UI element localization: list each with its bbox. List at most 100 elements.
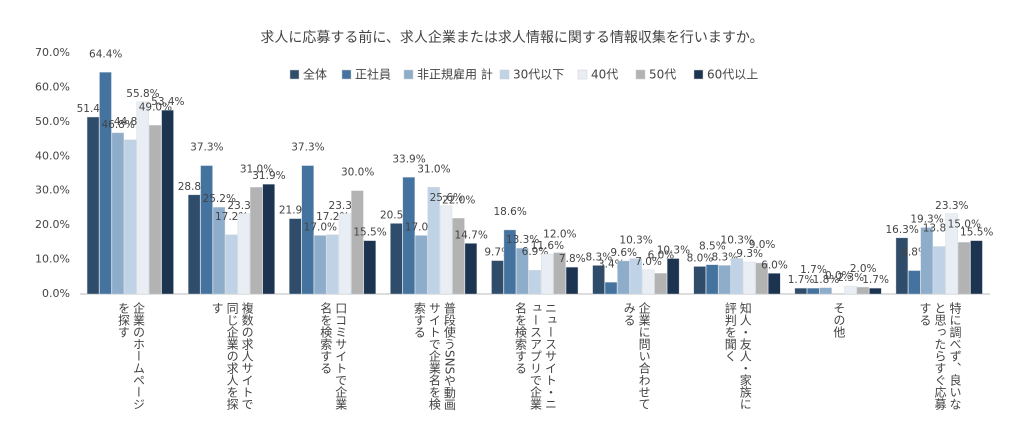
x-tick-label: ニュースサイト・ニュースアプリで企業名を検索する: [513, 302, 558, 410]
bar: [301, 165, 314, 295]
bar: [148, 125, 162, 295]
bar: [743, 261, 756, 295]
bar: [289, 218, 302, 295]
bar: [970, 240, 983, 295]
bar: [528, 270, 541, 295]
bar: [654, 273, 667, 295]
value-label: 17.0%: [304, 221, 337, 233]
value-label: 8.0%: [687, 252, 714, 264]
value-label: 2.0%: [850, 263, 877, 275]
x-tick-label: 複数の求人サイトで同じ企業の求人を探す: [210, 302, 255, 410]
y-tick-label: 30.0%: [35, 184, 70, 197]
legend-swatch: [341, 69, 352, 80]
value-label: 16.3%: [885, 224, 918, 236]
value-label: 15.5%: [960, 227, 993, 239]
bar: [86, 116, 100, 295]
value-label: 10.3%: [657, 245, 690, 257]
x-tick-label: その他: [831, 302, 846, 338]
bar: [604, 282, 618, 295]
value-label: 18.6%: [493, 206, 526, 218]
x-tick-label: 特に調べず、良いなと思ったらすぐ応募する: [917, 302, 962, 410]
legend-swatch: [403, 69, 414, 80]
bar: [553, 252, 566, 295]
bar: [503, 229, 517, 295]
bar: [415, 235, 428, 295]
bar: [262, 183, 275, 295]
bar: [755, 262, 768, 295]
value-label: 22.0%: [442, 194, 475, 206]
value-label: 13.3%: [506, 234, 539, 246]
y-tick-label: 20.0%: [35, 218, 70, 231]
x-tick-label: 知人・友人・家族に評判を聞く: [723, 302, 753, 410]
bar: [666, 258, 680, 295]
value-label: 1.7%: [800, 264, 827, 276]
value-label: 1.7%: [862, 274, 889, 286]
legend-label: 正社員: [355, 67, 391, 82]
value-label: 31.9%: [252, 170, 285, 182]
y-tick-label: 70.0%: [35, 46, 70, 59]
value-label: 31.0%: [417, 163, 450, 175]
value-label: 1.8%: [813, 274, 840, 286]
bar: [402, 177, 415, 295]
bar: [212, 207, 226, 295]
value-label: 37.3%: [291, 142, 324, 154]
bar: [768, 273, 781, 295]
value-label: 7.8%: [559, 253, 586, 265]
value-label: 30.0%: [341, 167, 374, 179]
legend-label: 30代以下: [513, 68, 564, 82]
y-tick-label: 10.0%: [35, 253, 70, 266]
y-tick-label: 0.0%: [42, 287, 70, 300]
bar: [136, 101, 149, 295]
bar: [565, 266, 579, 295]
value-label: 46.8%: [101, 119, 134, 131]
bar: [363, 240, 376, 295]
bar: [794, 287, 807, 295]
value-label: 10.3%: [619, 235, 652, 247]
value-label: 8.5%: [699, 241, 726, 253]
bar: [464, 243, 478, 295]
value-label: 19.3%: [910, 214, 943, 226]
bar: [856, 286, 870, 295]
bar: [920, 227, 933, 295]
bar: [439, 205, 453, 295]
bar: [819, 287, 832, 295]
bar: [313, 235, 327, 295]
value-label: 6.8%: [901, 247, 928, 259]
bar: [187, 194, 201, 295]
bar: [516, 248, 529, 295]
legend-swatch: [635, 69, 646, 80]
bar: [693, 266, 706, 295]
value-label: 1.7%: [788, 274, 815, 286]
value-label: 14.7%: [454, 229, 487, 241]
bar: [541, 253, 554, 295]
legend-swatch: [499, 69, 510, 80]
value-label: 25.2%: [203, 193, 236, 205]
legend-label: 40代: [591, 68, 618, 82]
legend-swatch: [577, 69, 588, 80]
bar: [705, 264, 719, 295]
value-label: 7.0%: [635, 256, 662, 268]
bar: [642, 269, 655, 295]
legend-label: 60代以上: [707, 68, 758, 82]
bar: [338, 213, 352, 295]
bar: [326, 234, 339, 295]
x-tick-label: 口コミサイトで企業名を検索する: [318, 302, 348, 410]
bar: [491, 260, 504, 295]
bar: [718, 265, 731, 295]
bar: [869, 287, 882, 295]
value-label: 0.0%: [825, 270, 852, 282]
legend-label: 非正規雇用 計: [417, 67, 493, 82]
bar: [237, 213, 250, 295]
value-label: 12.0%: [543, 229, 576, 241]
value-label: 15.0%: [948, 218, 981, 230]
value-label: 53.4%: [151, 96, 184, 108]
value-label: 6.0%: [648, 249, 675, 261]
value-label: 55.8%: [126, 88, 159, 100]
value-label: 8.3%: [586, 251, 613, 263]
legend-label: 50代: [649, 68, 676, 82]
value-label: 9.6%: [610, 247, 637, 259]
value-label: 2.3%: [837, 272, 864, 284]
value-label: 10.3%: [721, 235, 754, 247]
bar: [390, 223, 403, 295]
